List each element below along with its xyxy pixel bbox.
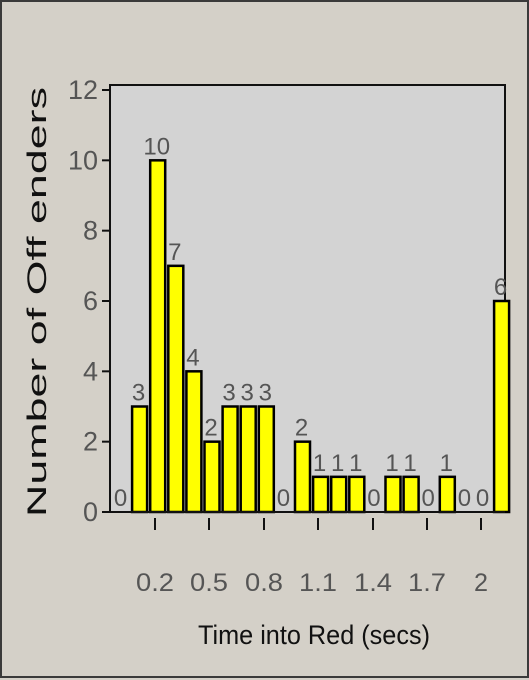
y-tick-label: 0: [83, 497, 98, 527]
x-tick-label: 0.8: [245, 569, 283, 597]
data-label: 1: [440, 450, 453, 477]
bar: [130, 405, 149, 514]
bar: [402, 475, 420, 514]
bar: [221, 405, 239, 514]
y-tick-label: 12: [68, 75, 98, 105]
bar: [311, 475, 330, 514]
bar: [438, 475, 457, 514]
bar: [203, 440, 221, 514]
data-label: 0: [114, 485, 127, 512]
y-tick-label: 2: [83, 427, 98, 457]
y-axis-title: Number of Off enders: [22, 87, 52, 517]
x-tick-label: 1.7: [408, 569, 446, 597]
data-label: 0: [476, 485, 489, 512]
x-tick-label: 0.5: [190, 569, 228, 597]
data-label: 6: [494, 274, 507, 301]
x-axis-title: Time into Red (secs): [198, 620, 430, 650]
data-label: 2: [204, 415, 217, 442]
y-tick-label: 8: [83, 216, 98, 246]
bar: [492, 299, 511, 514]
bar: [167, 264, 185, 514]
data-label: 1: [331, 450, 344, 477]
data-label: 0: [367, 485, 380, 512]
bar: [329, 475, 348, 514]
bar: [348, 475, 366, 514]
y-tick-label: 4: [83, 356, 98, 386]
data-label: 2: [295, 415, 308, 442]
bar: [257, 405, 276, 514]
data-label: 4: [186, 344, 199, 371]
data-label: 0: [458, 485, 471, 512]
data-label: 1: [385, 450, 398, 477]
bar: [239, 405, 257, 514]
bar: [293, 440, 312, 514]
bar: [185, 370, 203, 514]
x-tick-label: 1.1: [299, 569, 337, 597]
x-tick-label: 1.4: [354, 569, 392, 597]
bar: [384, 475, 402, 514]
data-label: 0: [277, 485, 290, 512]
data-label: 3: [241, 380, 254, 407]
x-tick-label: 0.2: [136, 569, 174, 597]
y-tick-label: 10: [68, 145, 98, 175]
bar: [148, 159, 167, 514]
data-label: 3: [132, 380, 145, 407]
data-label: 3: [222, 380, 235, 407]
data-label: 1: [349, 450, 362, 477]
data-label: 10: [143, 133, 170, 160]
data-label: 1: [403, 450, 416, 477]
data-label: 3: [259, 380, 272, 407]
x-tick-label: 2: [474, 569, 488, 597]
data-label: 7: [168, 239, 181, 266]
data-label: 0: [422, 485, 435, 512]
data-label: 1: [313, 450, 326, 477]
y-tick-label: 6: [83, 286, 98, 316]
